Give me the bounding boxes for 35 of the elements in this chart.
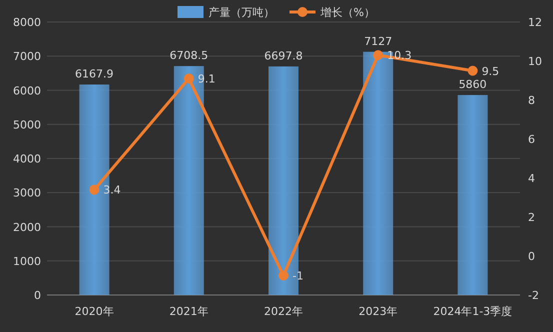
point — [89, 184, 100, 195]
data-label: 7127 — [364, 34, 392, 48]
y-tick-label: 4000 — [13, 152, 41, 166]
data-label: 6697.8 — [264, 49, 303, 62]
data-label: 5860 — [458, 78, 487, 92]
y-tick-label: 6000 — [13, 84, 41, 98]
y2-tick-label: 2 — [528, 211, 535, 224]
legend-label: 产量（万吨） — [208, 6, 274, 19]
point — [184, 74, 194, 84]
y2-tick-label: 0 — [528, 250, 535, 263]
point — [373, 50, 384, 60]
y2-tick-label: 12 — [528, 16, 542, 29]
legend-label: 增长（%） — [320, 6, 375, 19]
y-tick-label: 0 — [34, 289, 41, 302]
y2-tick-label: 10 — [528, 55, 542, 68]
data-label: 6708.5 — [170, 49, 208, 62]
y2-tick-label: -2 — [528, 289, 539, 302]
y-tick-label: 7000 — [13, 50, 41, 64]
y-tick-label: 3000 — [13, 186, 41, 200]
x-tick-label: 2022年 — [264, 305, 303, 318]
x-tick-label: 2021年 — [169, 305, 208, 318]
y2-tick-label: 8 — [528, 94, 535, 107]
y-tick-label: 5000 — [13, 118, 41, 132]
x-tick-label: 2020年 — [74, 305, 114, 318]
y2-tick-label: 4 — [528, 172, 535, 185]
x-tick-label: 2024年1-3季度 — [433, 305, 512, 318]
y-tick-label: 1000 — [13, 254, 41, 268]
data-label: 9.5 — [482, 64, 500, 78]
x-tick-label: 2023年 — [358, 305, 398, 318]
point — [468, 66, 478, 76]
data-label: 6167.9 — [75, 68, 114, 81]
y-tick-label: 8000 — [13, 16, 41, 29]
y-tick-label: 2000 — [13, 220, 41, 234]
point — [278, 270, 288, 280]
y2-tick-label: 6 — [528, 133, 535, 146]
